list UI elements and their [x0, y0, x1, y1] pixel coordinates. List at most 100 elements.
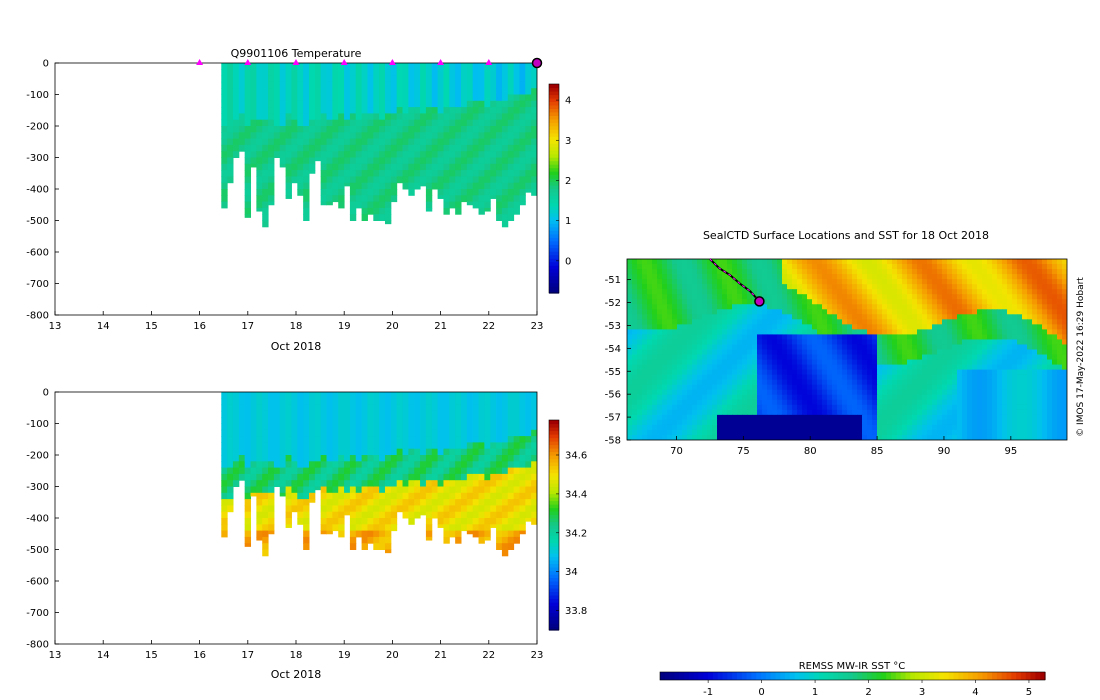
sst-cell	[672, 259, 678, 265]
section-cell	[420, 404, 427, 412]
sst-cell	[762, 299, 768, 305]
section-cell	[531, 69, 537, 77]
sst-cell	[767, 264, 773, 270]
sst-cell	[682, 389, 688, 396]
y-tick-label: -200	[26, 122, 49, 133]
section-cell	[384, 404, 392, 412]
sst-cell	[897, 379, 903, 386]
section-cell	[519, 94, 526, 102]
sst-cell	[792, 354, 798, 361]
salinity-x-axis: 13 14 15 16 17 18 19 20 21 22 23	[49, 640, 543, 661]
sst-cell	[1057, 334, 1063, 340]
section-cell	[373, 499, 380, 506]
section-cell	[238, 398, 246, 406]
section-cell	[262, 448, 269, 456]
sst-cell	[852, 379, 858, 386]
sst-cell	[852, 354, 858, 361]
section-cell	[460, 163, 468, 171]
sst-cell	[632, 324, 638, 330]
section-cell	[355, 461, 363, 469]
sst-cell	[852, 299, 858, 305]
sst-cell	[1012, 269, 1018, 275]
sst-cell	[842, 314, 848, 320]
section-cell	[373, 473, 380, 481]
sst-cell	[632, 289, 638, 295]
sst-cell	[917, 309, 923, 315]
colorbar-segment	[549, 209, 559, 214]
sst-cell	[1032, 289, 1038, 295]
section-cell	[367, 455, 374, 462]
sst-cell	[712, 299, 718, 305]
section-cell	[355, 410, 363, 418]
section-cell	[379, 126, 386, 133]
sst-cell	[657, 294, 663, 300]
section-cell	[308, 170, 316, 174]
sst-cell	[667, 389, 673, 396]
sst-cell	[667, 289, 673, 295]
section-cell	[291, 138, 298, 146]
section-cell	[449, 473, 456, 481]
sst-cell	[887, 349, 893, 356]
section-cell	[507, 467, 515, 475]
sst-cell	[917, 339, 923, 345]
section-cell	[490, 151, 497, 158]
section-cell	[273, 100, 281, 108]
section-cell	[373, 170, 380, 177]
section-cell	[449, 461, 456, 469]
sst-map-title: SealCTD Surface Locations and SST for 18…	[703, 229, 989, 242]
sst-cell	[682, 269, 688, 275]
sst-cell	[1052, 359, 1058, 366]
section-cell	[273, 442, 281, 450]
sst-cell	[912, 364, 918, 371]
sst-cell	[712, 384, 718, 391]
colorbar-segment	[549, 153, 559, 158]
section-cell	[431, 94, 439, 102]
section-cell	[390, 455, 398, 462]
sst-cell	[882, 289, 888, 295]
sst-cell	[837, 384, 843, 391]
section-cell	[349, 107, 357, 114]
sst-cell	[762, 274, 768, 280]
section-cell	[285, 398, 292, 406]
sst-cell	[1037, 334, 1043, 340]
sst-cell	[1052, 369, 1058, 376]
sst-cell	[997, 319, 1003, 325]
sst-cell	[1022, 329, 1028, 335]
section-cell	[250, 107, 257, 114]
sst-cell	[1022, 349, 1028, 356]
sst-cell	[967, 289, 973, 295]
sst-cell	[1012, 274, 1018, 280]
sst-cell	[1057, 304, 1063, 310]
section-cell	[420, 88, 427, 95]
section-cell	[349, 455, 357, 462]
sst-cell	[837, 379, 843, 386]
section-cell	[314, 81, 322, 89]
section-cell	[268, 107, 275, 114]
sst-cell	[832, 304, 838, 310]
sst-cell	[1057, 279, 1063, 285]
sst-cell	[1057, 384, 1063, 391]
section-cell	[250, 480, 257, 487]
sst-cell	[647, 379, 653, 386]
section-cell	[349, 473, 357, 481]
section-cell	[338, 100, 345, 108]
sst-cell	[632, 284, 638, 290]
section-cell	[513, 119, 520, 127]
sst-cell	[712, 344, 718, 350]
section-cell	[490, 398, 497, 406]
sst-cell	[787, 279, 793, 285]
section-cell	[297, 518, 304, 525]
section-cell	[466, 94, 474, 102]
section-cell	[496, 530, 503, 538]
section-cell	[285, 113, 292, 121]
section-cell	[256, 176, 263, 184]
sst-cell	[717, 294, 723, 300]
sst-cell	[1022, 284, 1028, 290]
sst-cell	[627, 314, 633, 320]
section-cell	[496, 473, 503, 481]
section-cell	[291, 144, 298, 152]
sst-cell	[852, 259, 858, 265]
x-tick-label: 17	[241, 650, 254, 661]
section-cell	[349, 417, 357, 424]
section-cell	[478, 398, 485, 406]
